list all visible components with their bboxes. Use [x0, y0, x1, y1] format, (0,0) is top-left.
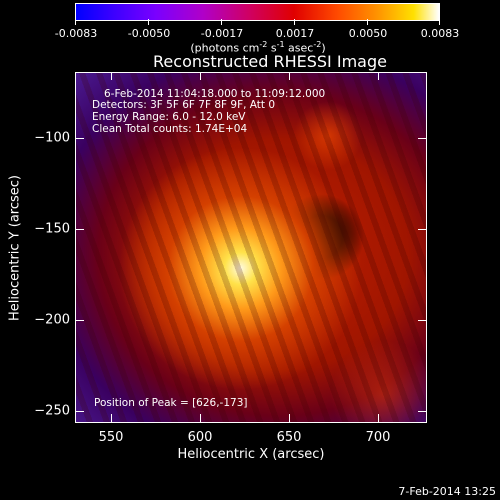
colorbar	[75, 3, 440, 21]
colorbar-units: (photons cm-2 s-1 asec-2)	[190, 40, 326, 55]
clean-counts-text: Clean Total counts: 1.74E+04	[92, 123, 248, 135]
x-tick-top	[289, 72, 290, 80]
y-tick-label: −200	[34, 312, 70, 328]
y-tick	[75, 138, 84, 139]
x-tick	[378, 414, 379, 423]
colorbar-tick-label: 0.0050	[348, 27, 388, 40]
energy-range-text: Energy Range: 6.0 - 12.0 keV	[92, 111, 246, 123]
x-tick-top	[378, 72, 379, 80]
colorbar-tick-label: -0.0083	[54, 27, 98, 40]
colorbar-tick	[221, 19, 222, 25]
y-tick-right	[418, 229, 427, 230]
colorbar-tick	[367, 19, 368, 25]
x-tick	[200, 414, 201, 423]
colorbar-tick	[75, 19, 76, 25]
y-tick	[75, 411, 84, 412]
colorbar-tick-label: 0.0083	[420, 27, 460, 40]
detectors-text: Detectors: 3F 5F 6F 7F 8F 9F, Att 0	[92, 99, 276, 111]
peak-position-text: Position of Peak = [626,-173]	[94, 397, 248, 409]
plot-title: Reconstructed RHESSI Image	[153, 52, 387, 71]
x-tick-label: 700	[365, 430, 391, 445]
colorbar-tick	[294, 19, 295, 25]
colorbar-tick	[148, 19, 149, 25]
x-tick	[111, 414, 112, 423]
y-axis-label: Heliocentric Y (arcsec)	[7, 175, 23, 321]
x-tick-label: 600	[187, 430, 213, 445]
x-tick	[289, 414, 290, 423]
y-tick-label: −150	[34, 221, 70, 237]
x-axis-label: Heliocentric X (arcsec)	[177, 447, 325, 462]
y-tick-label: −100	[34, 130, 70, 146]
footer-date: 7-Feb-2014 13:25	[398, 485, 496, 498]
colorbar-tick-label: -0.0050	[127, 27, 171, 40]
y-tick-right	[418, 320, 427, 321]
colorbar-tick-label: -0.0017	[200, 27, 244, 40]
y-tick-label: −250	[34, 403, 70, 419]
y-tick	[75, 229, 84, 230]
y-tick-right	[418, 138, 427, 139]
x-tick-top	[111, 72, 112, 80]
y-tick	[75, 320, 84, 321]
y-tick-right	[418, 411, 427, 412]
time-range-text: 6-Feb-2014 11:04:18.000 to 11:09:12.000	[104, 88, 326, 100]
x-tick-label: 550	[98, 430, 124, 445]
colorbar-tick-label: 0.0017	[275, 27, 315, 40]
x-tick-label: 650	[276, 430, 302, 445]
x-tick-top	[200, 72, 201, 80]
colorbar-tick	[439, 19, 440, 25]
